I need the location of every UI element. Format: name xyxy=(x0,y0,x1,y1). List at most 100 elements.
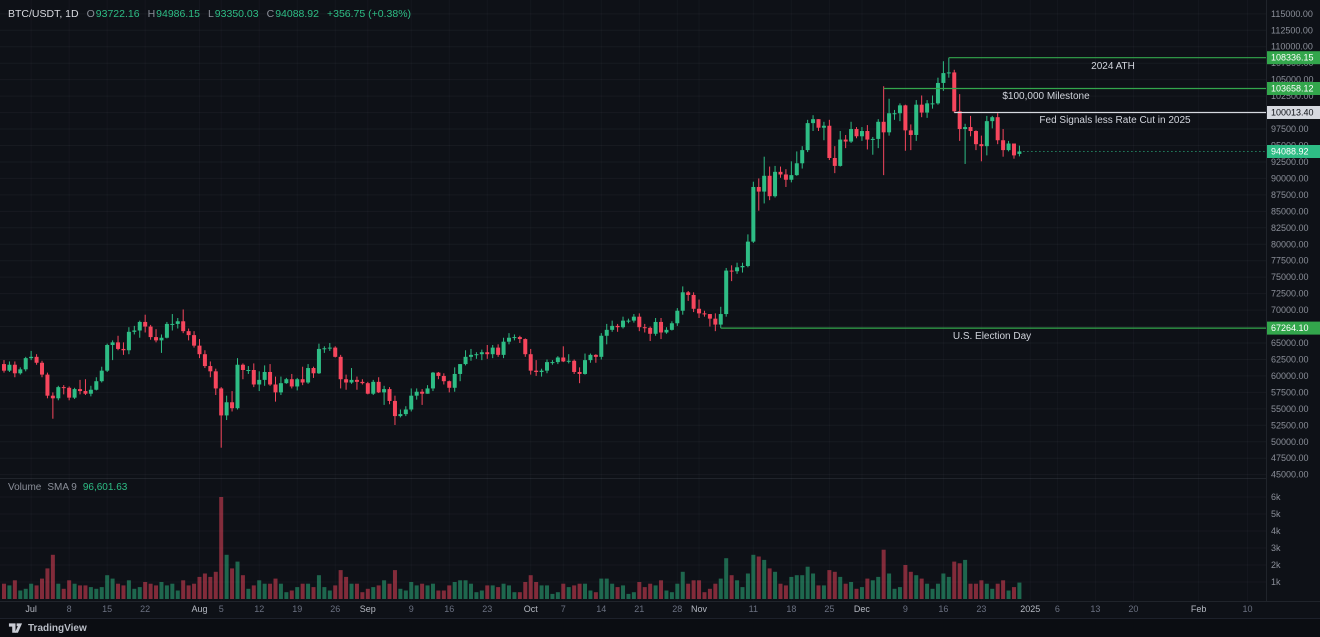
annotation-2024-ath[interactable]: 2024 ATH xyxy=(1091,60,1135,72)
svg-text:9: 9 xyxy=(903,604,908,614)
svg-text:11: 11 xyxy=(749,604,758,614)
annotation-fed-rate-cut[interactable]: Fed Signals less Rate Cut in 2025 xyxy=(1039,115,1191,127)
svg-text:Sep: Sep xyxy=(360,604,376,614)
ohlc-open: O 93722.16 xyxy=(86,8,140,20)
annotation-election-day[interactable]: U.S. Election Day xyxy=(952,331,1032,343)
price-axis-labels: 94088.92 108336.15 103658.12 100013.40 67264… xyxy=(1267,51,1320,335)
price-tag-annotation-3 xyxy=(1267,321,1320,335)
bottom-toolbar: TradingView xyxy=(0,618,1320,637)
candles-layer[interactable] xyxy=(2,57,1022,448)
svg-text:Dec: Dec xyxy=(854,604,871,614)
svg-text:12: 12 xyxy=(254,604,264,614)
last-price-label xyxy=(1267,144,1320,158)
svg-text:18: 18 xyxy=(786,604,796,614)
svg-text:23: 23 xyxy=(976,604,986,614)
svg-text:103658.12: 103658.12 xyxy=(1271,83,1314,93)
price-tag-annotation-2 xyxy=(1267,105,1320,119)
symbol-title[interactable]: BTC/USDT, 1D xyxy=(8,8,79,20)
svg-text:25: 25 xyxy=(824,604,834,614)
price-axis[interactable]: 45000.00 47500.00 50000.00 52500.00 55000.00… xyxy=(1271,9,1314,587)
svg-text:Aug: Aug xyxy=(191,604,207,614)
svg-text:7: 7 xyxy=(561,604,566,614)
volume-title: Volume xyxy=(8,482,42,493)
svg-text:21: 21 xyxy=(634,604,644,614)
svg-text:2025: 2025 xyxy=(1020,604,1040,614)
svg-text:77500.00: 77500.00 xyxy=(1271,256,1309,266)
price-change: +356.75 (+0.38%) xyxy=(326,8,412,20)
tradingview-logo-text: TradingView xyxy=(28,622,87,634)
svg-text:2k: 2k xyxy=(1271,560,1281,570)
price-tag-annotation-1 xyxy=(1267,81,1320,95)
svg-text:90000.00: 90000.00 xyxy=(1271,173,1309,183)
price-tag-annotation-0 xyxy=(1267,51,1320,65)
tradingview-logo-icon xyxy=(8,623,23,633)
svg-text:57500.00: 57500.00 xyxy=(1271,387,1309,397)
svg-text:23: 23 xyxy=(482,604,492,614)
svg-text:85000.00: 85000.00 xyxy=(1271,206,1309,216)
svg-text:6k: 6k xyxy=(1271,492,1281,502)
volume-legend[interactable]: Volume SMA 9 96,601.63 xyxy=(8,482,127,493)
volume-value: 96,601.63 xyxy=(82,482,128,493)
svg-text:100013.40: 100013.40 xyxy=(1271,107,1314,117)
svg-text:87500.00: 87500.00 xyxy=(1271,190,1309,200)
svg-text:72500.00: 72500.00 xyxy=(1271,289,1309,299)
svg-text:26: 26 xyxy=(330,604,340,614)
svg-text:5: 5 xyxy=(219,604,224,614)
svg-text:16: 16 xyxy=(938,604,948,614)
ohlc-high: H 94986.15 xyxy=(147,8,200,20)
svg-text:15: 15 xyxy=(102,604,112,614)
svg-text:60000.00: 60000.00 xyxy=(1271,371,1309,381)
svg-text:82500.00: 82500.00 xyxy=(1271,223,1309,233)
svg-text:Oct: Oct xyxy=(524,604,539,614)
svg-text:70000.00: 70000.00 xyxy=(1271,305,1309,315)
symbol-legend[interactable]: BTC/USDT, 1D O 93722.16 H 94986.15 L 93350.… xyxy=(8,8,411,20)
svg-text:6: 6 xyxy=(1055,604,1060,614)
svg-text:45000.00: 45000.00 xyxy=(1271,470,1309,480)
svg-text:47500.00: 47500.00 xyxy=(1271,453,1309,463)
svg-text:Nov: Nov xyxy=(691,604,708,614)
grid-lines xyxy=(0,13,1266,476)
svg-text:75000.00: 75000.00 xyxy=(1271,272,1309,282)
svg-text:108336.15: 108336.15 xyxy=(1271,53,1314,63)
svg-text:8: 8 xyxy=(67,604,72,614)
annotation-lines[interactable] xyxy=(720,57,1266,329)
pane-separators xyxy=(0,0,1320,602)
ohlc-low: L 93350.03 xyxy=(207,8,259,20)
volume-bars xyxy=(2,497,1022,599)
svg-text:97500.00: 97500.00 xyxy=(1271,124,1309,134)
candlestick-chart[interactable]: 45000.00 47500.00 50000.00 52500.00 55000.00… xyxy=(0,0,1320,618)
svg-text:Feb: Feb xyxy=(1191,604,1207,614)
svg-text:62500.00: 62500.00 xyxy=(1271,354,1309,364)
tradingview-logo[interactable]: TradingView xyxy=(8,622,87,634)
svg-text:105000.00: 105000.00 xyxy=(1271,75,1314,85)
svg-text:5k: 5k xyxy=(1271,509,1281,519)
svg-text:Jul: Jul xyxy=(25,604,37,614)
svg-text:92500.00: 92500.00 xyxy=(1271,157,1309,167)
svg-text:67264.10: 67264.10 xyxy=(1271,323,1309,333)
svg-text:4k: 4k xyxy=(1271,526,1281,536)
svg-text:50000.00: 50000.00 xyxy=(1271,437,1309,447)
svg-text:94088.92: 94088.92 xyxy=(1271,146,1309,156)
svg-text:13: 13 xyxy=(1090,604,1100,614)
svg-text:3k: 3k xyxy=(1271,543,1281,553)
svg-text:22: 22 xyxy=(140,604,150,614)
svg-text:16: 16 xyxy=(444,604,454,614)
annotation-100k-milestone[interactable]: $100,000 Milestone xyxy=(1002,91,1090,103)
svg-text:1k: 1k xyxy=(1271,577,1281,587)
svg-text:102500.00: 102500.00 xyxy=(1271,91,1314,101)
ohlc-close: C 94088.92 xyxy=(266,8,319,20)
svg-text:9: 9 xyxy=(409,604,414,614)
svg-text:19: 19 xyxy=(292,604,302,614)
svg-text:10: 10 xyxy=(1242,604,1252,614)
time-axis[interactable]: Jul 8 15 22 Aug 5 12 19 26 Sep 9 16 23 Oct 7 14 21 28 Nov 1… xyxy=(25,604,1252,614)
svg-text:65000.00: 65000.00 xyxy=(1271,338,1309,348)
svg-text:112500.00: 112500.00 xyxy=(1271,25,1313,35)
svg-text:14: 14 xyxy=(596,604,606,614)
volume-sma-label: SMA 9 xyxy=(47,482,77,493)
svg-text:55000.00: 55000.00 xyxy=(1271,404,1309,414)
svg-text:110000.00: 110000.00 xyxy=(1271,42,1313,52)
svg-text:80000.00: 80000.00 xyxy=(1271,239,1309,249)
svg-text:52500.00: 52500.00 xyxy=(1271,420,1309,430)
svg-text:115000.00: 115000.00 xyxy=(1271,9,1313,19)
svg-text:20: 20 xyxy=(1128,604,1138,614)
